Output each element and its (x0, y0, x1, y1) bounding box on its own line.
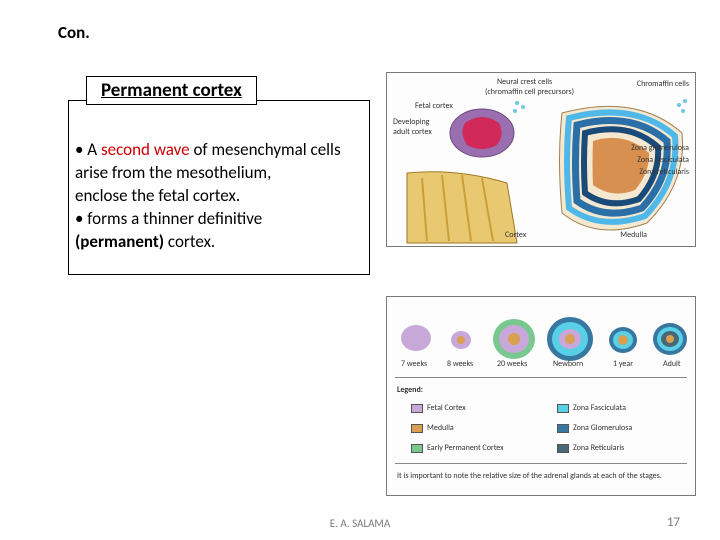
lbl-zr: Zona reticularis (639, 167, 689, 177)
fig-note: It is important to note the relative siz… (397, 471, 685, 481)
stage-lbl-2: 20 weeks (497, 359, 527, 369)
stages-row (387, 307, 695, 377)
textbox-title-frame: Permanent cortex (86, 76, 257, 105)
stage-ad-4 (666, 335, 674, 343)
stage-lbl-0: 7 weeks (401, 359, 427, 369)
stage-lbl-4: 1 year (613, 359, 633, 369)
stage-lbl-3: Newborn (553, 359, 583, 369)
swatch-3 (557, 424, 569, 433)
stage-1y-3 (618, 335, 628, 345)
lbl-zg: Zona glomerulosa (631, 143, 689, 153)
stage-8w-inner (457, 336, 465, 344)
lbl-neural-crest: Neural crest cells (497, 77, 552, 87)
legend-lbl-3: Zona Glomerulosa (573, 423, 632, 433)
bullet1-rest: of mesenchymal cells (190, 139, 341, 160)
lbl-chrom-prec: (chromaffin cell precursors) (485, 87, 574, 97)
lbl-chrom-cells: Chromaffin cells (637, 79, 689, 89)
legend-5: Zona Reticularis (557, 443, 624, 453)
bullet1-prefix: • A (75, 139, 101, 160)
stage-nb-4 (565, 334, 575, 344)
legend-lbl-4: Early Permanent Cortex (427, 443, 504, 453)
lbl-zf: Zona fasciculata (637, 155, 689, 165)
legend-2: Medulla (411, 423, 454, 433)
bullet2-rest: cortex. (164, 231, 215, 252)
swatch-1 (557, 404, 569, 413)
textbox-body: • A second wave of mesenchymal cells ari… (75, 139, 363, 254)
stage-lbl-5: Adult (663, 359, 681, 369)
divider2 (395, 463, 687, 464)
lbl-cortex: Cortex (505, 230, 526, 240)
legend-lbl-1: Zona Fasciculata (573, 403, 626, 413)
bullet2-bold: (permanent) (75, 231, 164, 252)
figure-top: Neural crest cells (chromaffin cell prec… (386, 72, 696, 247)
line2: arise from the mesothelium, (75, 162, 271, 183)
legend-title: Legend: (397, 385, 423, 395)
slide-title: Con. (58, 22, 90, 43)
legend-lbl-5: Zona Reticularis (573, 443, 624, 453)
lbl-medulla: Medulla (620, 230, 647, 240)
legend-0: Fetal Cortex (411, 403, 466, 413)
text-box: • A second wave of mesenchymal cells ari… (68, 100, 370, 275)
stage-20w-i (508, 333, 520, 345)
stage-lbl-1: 8 weeks (447, 359, 473, 369)
figure-bottom: 7 weeks 8 weeks 20 weeks Newborn 1 year … (386, 296, 696, 496)
textbox-title: Permanent cortex (101, 79, 242, 102)
legend-4: Early Permanent Cortex (411, 443, 504, 453)
line3: enclose the fetal cortex. (75, 185, 240, 206)
footer-author: E. A. SALAMA (330, 517, 390, 530)
swatch-5 (557, 444, 569, 453)
swatch-0 (411, 404, 423, 413)
bullet2: • forms a thinner definitive (75, 208, 262, 229)
legend-3: Zona Glomerulosa (557, 423, 632, 433)
lbl-dev-cortex: Developing adult cortex (393, 117, 443, 137)
legend-lbl-0: Fetal Cortex (427, 403, 466, 413)
bullet1-red: second wave (101, 139, 190, 160)
footer-page: 17 (667, 515, 680, 530)
stage-7w (401, 325, 431, 351)
divider (395, 377, 687, 378)
legend-lbl-2: Medulla (427, 423, 454, 433)
legend-1: Zona Fasciculata (557, 403, 626, 413)
swatch-4 (411, 444, 423, 453)
lbl-fetal-cortex: Fetal cortex (415, 101, 453, 111)
swatch-2 (411, 424, 423, 433)
